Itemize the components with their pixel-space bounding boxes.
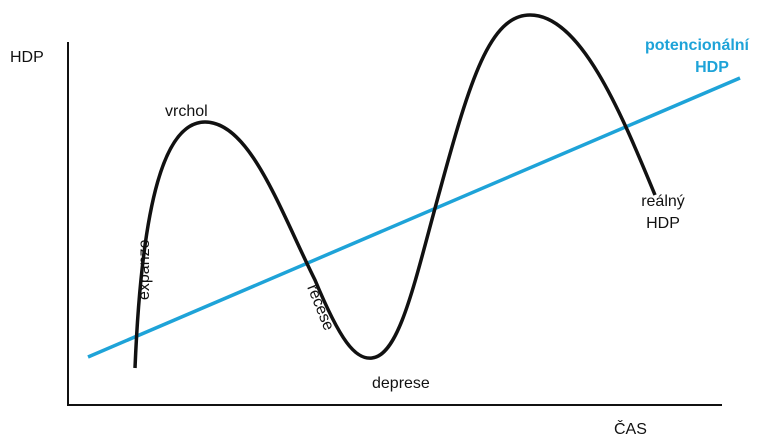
recession-label: recese (303, 282, 337, 333)
potential-gdp-label: potencionální (645, 37, 750, 54)
real-gdp-curve (133, 13, 657, 369)
real-gdp-label: HDP (646, 215, 680, 232)
y-axis-label: HDP (10, 49, 44, 66)
real-gdp-label: reálný (641, 193, 685, 210)
depression-label: deprese (372, 375, 430, 392)
peak-label: vrchol (165, 103, 208, 120)
x-axis-label: ČAS (614, 419, 647, 438)
expansion-label: expanze (136, 239, 153, 300)
potential-gdp-line (87, 76, 741, 359)
potential-gdp-label: HDP (695, 59, 729, 76)
